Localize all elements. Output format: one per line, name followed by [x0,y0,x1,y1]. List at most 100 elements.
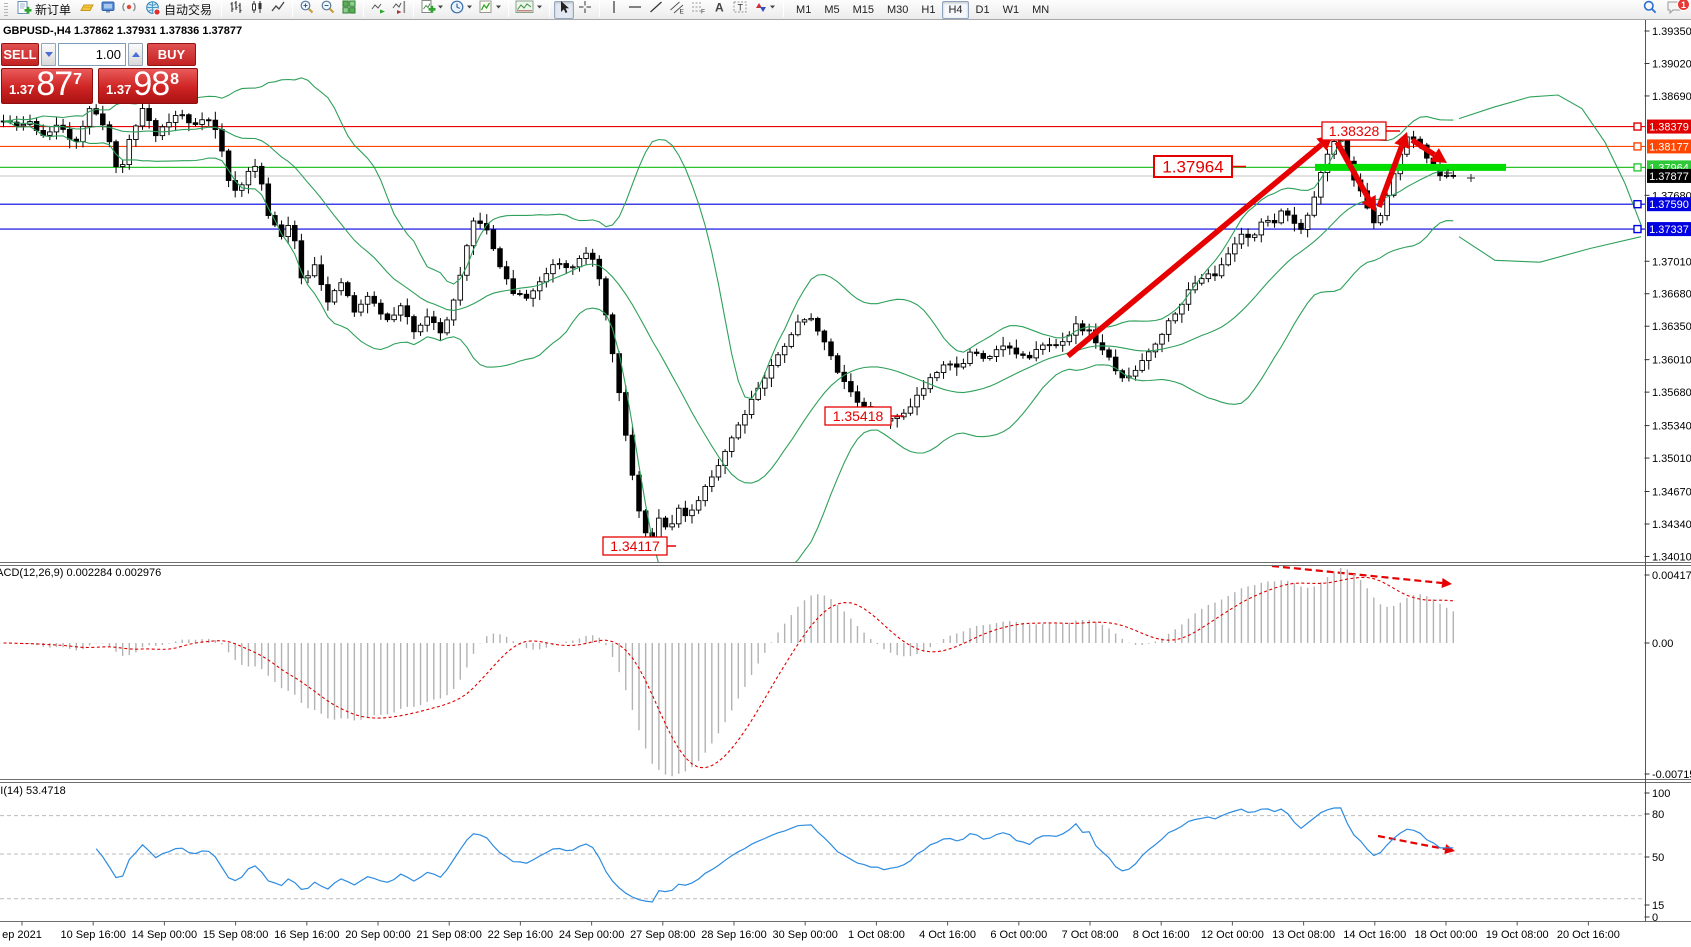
svg-text:6 Oct 00:00: 6 Oct 00:00 [990,929,1047,941]
price-annotation-box [602,536,668,556]
vertical-line-tool-button[interactable] [604,1,624,19]
line-chart-mode-button[interactable] [268,1,288,19]
horizontal-line-icon [627,0,643,20]
arrows-tool-button[interactable] [751,1,779,19]
monitor-icon [100,0,116,20]
svg-text:1.34010: 1.34010 [1652,551,1691,563]
toolbar-separator [292,2,294,17]
price-scale[interactable]: 1.393501.390201.386901.376801.370101.366… [1633,26,1691,563]
volume-input[interactable] [58,43,126,66]
fibonacci-tool-button[interactable]: F [688,1,708,19]
equidistant-channel-icon: E [669,0,685,20]
horizontal-line-tool-button[interactable] [625,1,645,19]
fibonacci-icon: F [690,0,706,20]
chart-template-button[interactable] [513,0,545,20]
new-chart-icon [420,0,444,20]
bollinger-bands [3,77,1642,562]
timeframe-m15-button[interactable]: M15 [852,3,874,16]
sell-price-box[interactable]: 1.37 87 7 [1,67,93,104]
toolbar-grip[interactable] [4,2,8,17]
svg-text:1.34117: 1.34117 [610,538,660,554]
svg-text:0: 0 [1652,912,1658,924]
svg-text:0.004177: 0.004177 [1652,570,1691,582]
svg-text:50: 50 [1652,852,1664,864]
svg-text:24 Sep 00:00: 24 Sep 00:00 [559,929,624,941]
notifications-button[interactable]: 1 [1664,0,1690,19]
sell-button[interactable]: SELL [1,43,39,66]
timeframe-m30-button[interactable]: M30 [887,3,909,16]
svg-text:1.35340: 1.35340 [1652,421,1691,433]
zoom-out-icon [320,0,336,20]
svg-text:100: 100 [1652,788,1670,800]
new-order-icon [16,0,32,19]
timeframe-w1-button[interactable]: W1 [1002,3,1020,16]
drawn-annotations[interactable]: 1.38328 1.37964 1.35418 1.34117 [602,121,1506,854]
timeframe-mn-button[interactable]: MN [1032,3,1050,16]
svg-text:F: F [701,9,705,16]
svg-text:12 Oct 00:00: 12 Oct 00:00 [1201,929,1264,941]
timeframe-m5-button[interactable]: M5 [824,3,840,16]
chart-shift-button[interactable] [389,1,409,19]
zoom-in-button[interactable] [297,0,317,20]
volume-increase-button[interactable] [128,43,143,66]
crosshair-icon [577,0,593,20]
down-arrow-icon [44,52,53,61]
buy-price-prefix: 1.37 [106,82,132,97]
volume-decrease-button[interactable] [41,43,56,66]
trendline-tool-button[interactable] [646,1,666,19]
svg-text:18 Oct 00:00: 18 Oct 00:00 [1415,929,1478,941]
svg-text:1.39020: 1.39020 [1652,58,1691,70]
candlestick-mode-button[interactable] [247,1,267,19]
buy-button[interactable]: BUY [147,43,196,66]
timeframe-h1-button[interactable]: H1 [921,3,936,16]
zoom-in-icon [299,0,315,20]
price-annotation-box [824,406,892,426]
svg-text:ep 2021: ep 2021 [2,929,42,941]
svg-text:22 Sep 16:00: 22 Sep 16:00 [488,929,553,941]
pane-frame [0,20,1691,922]
cursor-tool-button[interactable] [554,0,575,19]
time-scale[interactable]: ep 2021 10 Sep 16:00 14 Sep 00:00 15 Sep 08… [2,921,1620,942]
new-order-button[interactable]: 新订单 [11,1,76,19]
new-chart-button[interactable] [418,0,446,20]
crosshair-tool-button[interactable] [575,1,595,19]
rsi-indicator-label: RSI(14) 53.4718 [0,785,66,797]
rsi-scale[interactable]: 100 80 50 150 [1644,788,1671,924]
svg-text:E: E [680,9,685,16]
svg-text:0.00: 0.00 [1652,638,1673,650]
indicators-icon [478,0,502,20]
arrows-icon [753,0,777,20]
svg-text:1.36010: 1.36010 [1652,355,1691,367]
svg-text:16 Sep 16:00: 16 Sep 16:00 [274,929,339,941]
buy-price-box[interactable]: 1.37 98 8 [98,67,198,104]
macd-indicator [3,568,1454,777]
search-button[interactable] [1640,0,1660,19]
line-chart-icon [270,0,286,20]
bar-chart-mode-button[interactable] [226,1,246,19]
signals-button[interactable] [119,1,139,19]
autotrading-button[interactable]: 自动交易 [140,1,217,19]
tile-windows-button[interactable] [339,0,359,19]
text-label-tool-button[interactable]: T [730,1,750,19]
sell-price-pip: 7 [73,71,83,88]
timeframe-h4-button[interactable]: H4 [942,0,969,19]
indicators-button[interactable] [476,0,504,20]
svg-text:15: 15 [1652,900,1664,912]
mql-gold-button[interactable] [77,1,97,19]
timeframe-m1-button[interactable]: M1 [796,3,812,16]
zoom-out-button[interactable] [318,0,338,20]
community-button[interactable] [98,1,118,19]
profiles-button[interactable] [447,0,475,19]
chart-template-icon [515,0,543,20]
main-toolbar: 新订单 自动交易 [0,0,1691,20]
text-tool-button[interactable]: A [709,1,729,19]
channel-tool-button[interactable]: E [667,1,687,19]
svg-text:1.37964: 1.37964 [1162,158,1223,177]
auto-scroll-button[interactable] [368,1,388,19]
timeframe-d1-button[interactable]: D1 [975,3,990,16]
svg-text:30 Sep 00:00: 30 Sep 00:00 [772,929,837,941]
macd-scale[interactable]: 0.004177 0.00 -0.007153 [1644,570,1691,781]
macd-indicator-label: MACD(12,26,9) 0.002284 0.002976 [0,567,162,579]
